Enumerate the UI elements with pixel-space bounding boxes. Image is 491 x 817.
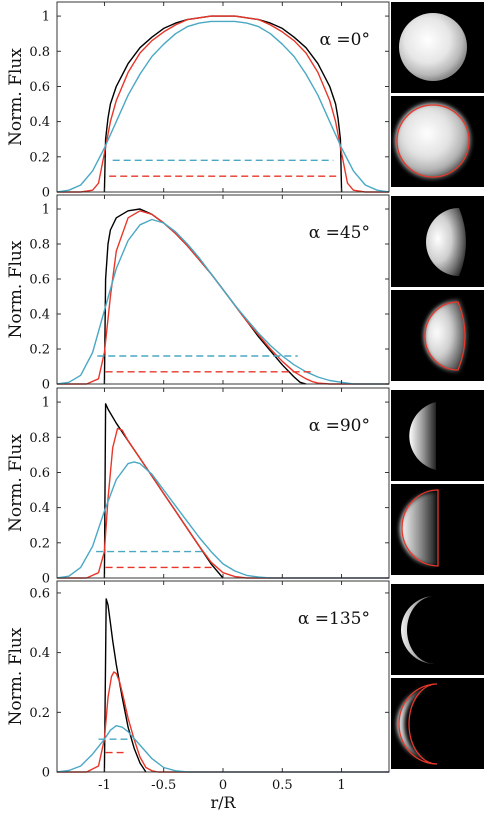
y-tick-label: 0.6 bbox=[29, 273, 50, 288]
y-tick-label: 0.2 bbox=[29, 706, 50, 721]
y-tick-label: 0.4 bbox=[29, 115, 50, 130]
x-tick-label: 1 bbox=[337, 778, 345, 793]
x-tick-label: 0 bbox=[219, 778, 227, 793]
series-line-0 bbox=[103, 598, 147, 773]
plot-background bbox=[57, 388, 389, 578]
thumbnail-alpha0-true bbox=[391, 2, 484, 93]
thumbnail-alpha45-true bbox=[391, 196, 484, 287]
thumbnail-alpha135-retrieved bbox=[391, 678, 484, 769]
y-tick-label: 0.2 bbox=[29, 150, 50, 165]
y-tick-label: 0 bbox=[42, 572, 50, 587]
y-axis-label: Norm. Flux bbox=[6, 627, 26, 725]
panel-1: 0 0.2 0.4 0.6 0.8 1 Norm. Flux α =0° bbox=[6, 1, 390, 201]
y-tick-label: 0.6 bbox=[29, 586, 50, 601]
y-tick-label: 0 bbox=[42, 378, 50, 393]
y-tick-label: 0.4 bbox=[29, 646, 50, 661]
y-tick-label: 0.2 bbox=[29, 343, 50, 358]
y-tick-label: 1 bbox=[42, 10, 50, 25]
thumbnail-alpha90-retrieved bbox=[391, 484, 484, 575]
y-tick-label: 1 bbox=[42, 396, 50, 411]
y-tick-label: 0.4 bbox=[29, 501, 50, 516]
thumbnail-alpha90-true bbox=[391, 390, 484, 481]
panel-3: 0 0.2 0.4 0.6 0.8 1 Norm. Flux α =90° bbox=[6, 387, 390, 587]
planet-images bbox=[391, 2, 484, 769]
y-tick-label: 0.4 bbox=[29, 308, 50, 323]
y-tick-label: 1 bbox=[42, 203, 50, 218]
x-tick-label: 0.5 bbox=[272, 778, 293, 793]
series-line-2 bbox=[56, 725, 389, 773]
phase-angle-label: α =0° bbox=[320, 30, 370, 50]
phase-angle-label: α =135° bbox=[298, 609, 370, 629]
thumbnail-alpha135-true bbox=[391, 584, 484, 675]
y-axis-label: Norm. Flux bbox=[6, 240, 26, 338]
plot-background bbox=[57, 581, 389, 772]
series-line-1 bbox=[57, 671, 389, 773]
thumbnail-alpha45-retrieved bbox=[391, 290, 484, 381]
x-axis-label: r/R bbox=[210, 793, 236, 812]
panel-2: 0 0.2 0.4 0.6 0.8 1 Norm. Flux α =45° bbox=[6, 194, 390, 393]
y-tick-label: 0.2 bbox=[29, 536, 50, 551]
series-line-1 bbox=[57, 15, 389, 193]
series-line-2 bbox=[56, 218, 389, 385]
series-line-2 bbox=[56, 461, 389, 579]
panel-4: 0 0.2 0.4 0.6 -1 -0.5 0 0.5 1 Norm. Flux α =135° bbox=[6, 580, 390, 793]
y-axis-label: Norm. Flux bbox=[6, 48, 26, 146]
phase-angle-label: α =90° bbox=[309, 416, 370, 436]
x-tick-label: -1 bbox=[98, 778, 111, 793]
series-line-1 bbox=[57, 427, 389, 579]
series-line-2 bbox=[56, 20, 390, 193]
y-tick-label: 0.8 bbox=[29, 431, 50, 446]
x-tick-label: -0.5 bbox=[151, 778, 176, 793]
y-tick-label: 0.6 bbox=[29, 466, 50, 481]
phase-angle-label: α =45° bbox=[309, 223, 370, 243]
y-tick-label: 0 bbox=[42, 186, 50, 201]
y-tick-label: 0.8 bbox=[29, 45, 50, 60]
y-tick-label: 0.6 bbox=[29, 80, 50, 95]
thumbnail-alpha0-retrieved bbox=[391, 96, 484, 187]
y-axis-label: Norm. Flux bbox=[6, 434, 26, 532]
y-tick-label: 0 bbox=[42, 766, 50, 781]
y-tick-label: 0.8 bbox=[29, 238, 50, 253]
